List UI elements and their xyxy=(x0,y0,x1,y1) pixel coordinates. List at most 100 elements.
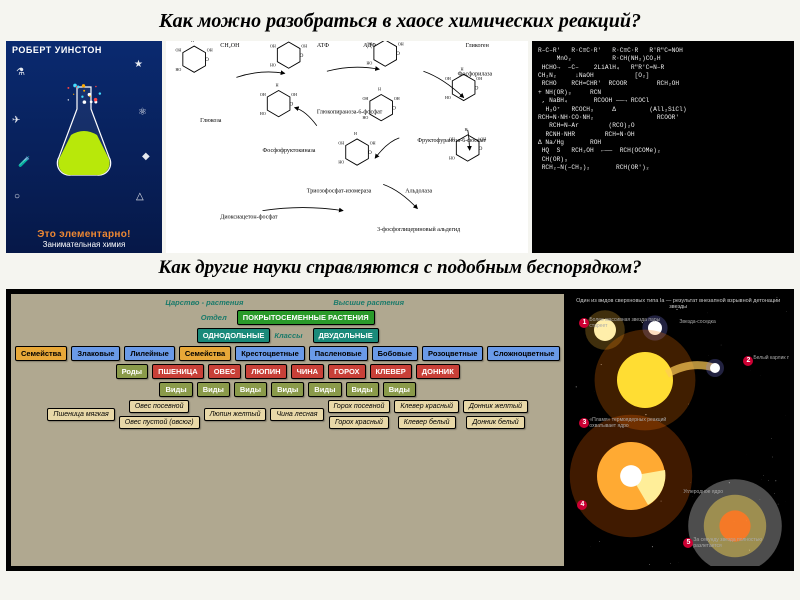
taxonomy-box: Клевер белый xyxy=(398,416,456,429)
supernova-panel: Один из видов сверхновых типа Ia — резул… xyxy=(567,294,789,566)
title-question-2: Как другие науки справляются с подобным … xyxy=(6,253,794,287)
taxonomy-box: ПОКРЫТОСЕМЕННЫЕ РАСТЕНИЯ xyxy=(237,310,375,325)
svg-text:O: O xyxy=(290,103,294,108)
astro-caption: Более массивная звезда пары стареет xyxy=(589,318,679,329)
svg-text:OH: OH xyxy=(175,48,181,53)
taxonomy-box: Клевер красный xyxy=(394,400,459,413)
title-question-1: Как можно разобраться в хаосе химических… xyxy=(6,6,794,41)
taxonomy-box: ДВУДОЛЬНЫЕ xyxy=(313,328,379,343)
svg-text:Гликоген: Гликоген xyxy=(466,43,490,49)
taxonomy-box: Роды xyxy=(116,364,148,379)
svg-text:HO: HO xyxy=(362,115,368,120)
flask-illustration xyxy=(49,79,119,179)
doodle-icon: ◆ xyxy=(142,151,150,162)
svg-text:O: O xyxy=(475,86,479,91)
book-author: РОБЕРТ УИНСТОН xyxy=(6,41,162,57)
taxonomy-box: Семейства xyxy=(15,346,67,361)
taxonomy-box: Бобовые xyxy=(372,346,418,361)
svg-text:HO: HO xyxy=(449,156,455,161)
taxonomy-box: Пшеница мягкая xyxy=(47,408,114,421)
taxonomy-box: Сложноцветные xyxy=(487,346,560,361)
svg-text:OH: OH xyxy=(291,92,297,97)
svg-text:OH: OH xyxy=(370,140,376,145)
svg-text:OH: OH xyxy=(398,42,404,47)
svg-text:Диоксиацетон-фосфат: Диоксиацетон-фосфат xyxy=(220,214,278,221)
svg-text:OH: OH xyxy=(445,76,451,81)
top-image-row: РОБЕРТ УИНСТОН ⚗★✈⚛🧪◆○△ Это элементарно!… xyxy=(6,41,794,253)
svg-text:АДФ: АДФ xyxy=(363,43,376,49)
taxonomy-box: Виды xyxy=(234,382,267,397)
svg-text:HO: HO xyxy=(175,67,181,72)
svg-text:H: H xyxy=(191,41,194,43)
svg-text:HO: HO xyxy=(338,160,344,165)
astro-caption: За секунду звезда полностью разлетается xyxy=(693,538,783,549)
taxonomy-box: Горох красный xyxy=(329,416,389,429)
svg-text:O: O xyxy=(396,52,400,57)
svg-text:O: O xyxy=(300,54,304,59)
svg-text:Фосфорилаза: Фосфорилаза xyxy=(458,70,493,77)
astro-caption: Углеродное ядро xyxy=(683,490,773,496)
taxonomy-box: Овес пустой (овсюг) xyxy=(119,416,200,429)
svg-text:O: O xyxy=(205,58,209,63)
svg-text:Глюкоза: Глюкоза xyxy=(200,118,222,124)
doodle-icon: ✈ xyxy=(12,115,20,126)
taxonomy-box: Семейства xyxy=(179,346,231,361)
doodle-icon: 🧪 xyxy=(18,157,30,168)
svg-text:Фруктофураноза-6-фосфат: Фруктофураноза-6-фосфат xyxy=(417,137,486,144)
svg-text:H: H xyxy=(465,127,468,132)
taxonomy-box: Донник белый xyxy=(466,416,524,429)
taxonomy-box: Виды xyxy=(271,382,304,397)
doodle-icon: ★ xyxy=(134,59,143,70)
taxonomy-box: Пасленовые xyxy=(309,346,368,361)
taxonomy-box: Овес посевной xyxy=(129,400,190,413)
svg-text:HO: HO xyxy=(260,111,266,116)
svg-text:O: O xyxy=(479,147,483,152)
svg-text:OH: OH xyxy=(362,96,368,101)
taxonomy-box: Горох посевной xyxy=(328,400,391,413)
svg-text:Фосфофруктокиназа: Фосфофруктокиназа xyxy=(263,147,316,154)
svg-text:H: H xyxy=(276,82,279,87)
bottom-image-row: Царство - растенияВысшие растенияОтделПО… xyxy=(6,289,794,571)
taxonomy-box: КЛЕВЕР xyxy=(370,364,412,379)
rank-label: Царство - растения xyxy=(165,298,243,307)
doodle-icon: ⚛ xyxy=(138,107,147,118)
taxonomy-box: Крестоцветные xyxy=(235,346,305,361)
taxonomy-box: ГОРОХ xyxy=(328,364,365,379)
taxonomy-box: Виды xyxy=(197,382,230,397)
taxonomy-box: Люпин желтый xyxy=(204,408,267,421)
doodle-icon: ⚗ xyxy=(16,67,25,78)
svg-text:Триозофосфат-изомераза: Триозофосфат-изомераза xyxy=(307,187,372,194)
svg-text:H: H xyxy=(378,86,381,91)
svg-text:HO: HO xyxy=(367,61,373,66)
svg-text:OH: OH xyxy=(270,44,276,49)
book-footer: Это элементарно! Занимательная химия xyxy=(6,229,162,249)
astro-caption: Белый карлик поглощает вещество xyxy=(753,356,789,362)
svg-text:OH: OH xyxy=(394,96,400,101)
plant-taxonomy-panel: Царство - растенияВысшие растенияОтделПО… xyxy=(11,294,564,566)
book-cover-panel: РОБЕРТ УИНСТОН ⚗★✈⚛🧪◆○△ Это элементарно!… xyxy=(6,41,162,253)
doodle-icon: △ xyxy=(136,191,144,202)
taxonomy-box: Чина лесная xyxy=(270,408,323,421)
taxonomy-box: Лилейные xyxy=(124,346,174,361)
taxonomy-box: Виды xyxy=(346,382,379,397)
svg-text:Глюкопираноза-6-фосфат: Глюкопираноза-6-фосфат xyxy=(317,109,383,116)
astro-caption: Звезда-соседка xyxy=(679,320,769,326)
svg-text:O: O xyxy=(392,107,396,112)
svg-text:Альдолаза: Альдолаза xyxy=(405,188,432,194)
taxonomy-box: Злаковые xyxy=(71,346,120,361)
svg-text:OH: OH xyxy=(207,48,213,53)
taxonomy-box: ОДНОДОЛЬНЫЕ xyxy=(197,328,271,343)
taxonomy-box: Виды xyxy=(159,382,192,397)
svg-text:HO: HO xyxy=(270,63,276,68)
svg-text:АТФ: АТФ xyxy=(317,43,329,49)
blackboard-reactions-panel: R–C–R' R·C≡C·R' R·C≡C·R R'R"C=NOH MnO₂ R… xyxy=(532,41,794,253)
book-subtitle: Занимательная химия xyxy=(6,240,162,249)
svg-text:OH: OH xyxy=(301,44,307,49)
taxonomy-box: ПШЕНИЦА xyxy=(152,364,204,379)
book-title: Это элементарно! xyxy=(6,229,162,240)
astro-caption: «Пламя» термоядерных реакций охватывает … xyxy=(589,418,679,429)
taxonomy-box: ОВЕС xyxy=(208,364,242,379)
svg-text:OH: OH xyxy=(260,92,266,97)
taxonomy-box: ЧИНА xyxy=(291,364,325,379)
glycolysis-diagram-panel: OHOOHHOHOHOOHHOHOHOOHHOHOHOOHHOHOHOOHHOH… xyxy=(166,41,528,253)
